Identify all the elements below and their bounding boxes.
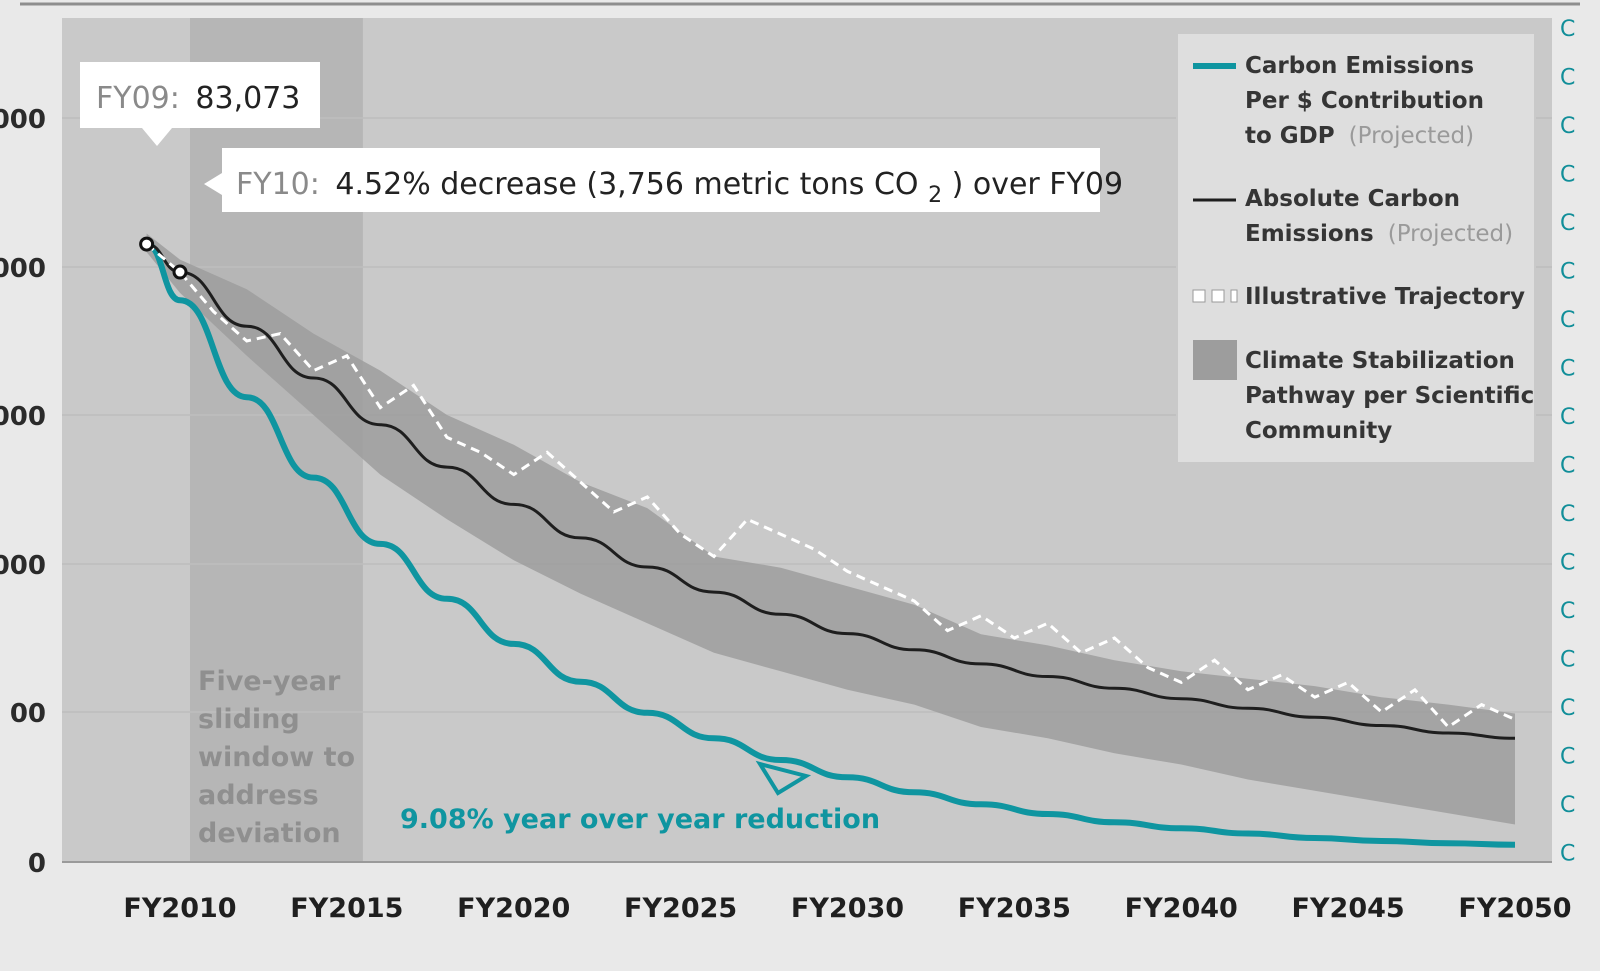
legend: Carbon Emissions Per $ Contribution to G… xyxy=(1176,32,1536,464)
legend-label-line: Illustrative Trajectory xyxy=(1245,284,1525,310)
right-tick-label: C xyxy=(1560,260,1575,285)
fy10-callout-value-end: ) over FY09 xyxy=(952,167,1123,202)
series-line-gdp-intensity xyxy=(145,241,1516,848)
stabilization-band xyxy=(146,233,1516,825)
legend-item-gdp-intensity: Carbon Emissions Per $ Contribution to G… xyxy=(1193,53,1484,149)
svg-text:Emissions (Projected: Emissions (Projected) xyxy=(1245,221,1513,247)
sliding-window-label: Five-year sliding window to address deviatio… xyxy=(198,666,355,849)
series-line-illustrative xyxy=(145,242,1516,729)
sliding-window-label-line: address xyxy=(198,780,319,811)
y-tick-label: 0 xyxy=(28,849,46,879)
legend-label-line: Community xyxy=(1245,418,1392,444)
right-tick-label: C xyxy=(1560,745,1575,770)
series-line-absolute xyxy=(146,242,1516,740)
right-tick-label: C xyxy=(1560,357,1575,382)
legend-label-line: Climate Stabilization xyxy=(1245,348,1515,374)
fy09-callout-label: FY09: xyxy=(96,81,180,116)
legend-label-suffix: (Projected) xyxy=(1349,123,1474,149)
legend-label-line: Pathway per Scientific xyxy=(1245,383,1534,409)
right-tick-label: C xyxy=(1560,842,1575,867)
right-tick-label: C xyxy=(1560,163,1575,188)
fy10-callout: FY10: 4.52% decrease (3,756 metric tons … xyxy=(204,148,1123,212)
right-tick-label: C xyxy=(1560,211,1575,236)
right-tick-label: C xyxy=(1560,648,1575,673)
right-tick-label: C xyxy=(1560,17,1575,42)
x-tick-label: FY2035 xyxy=(958,893,1071,924)
fy10-callout-subscript: 2 xyxy=(928,183,942,208)
sliding-window-label-line: deviation xyxy=(198,818,341,849)
x-tick-label: FY2020 xyxy=(457,893,570,924)
y-tick-label: 000 xyxy=(0,402,46,432)
right-tick-label: C xyxy=(1560,66,1575,91)
fy10-callout-value: 4.52% decrease (3,756 metric tons CO xyxy=(335,167,918,202)
right-tick-label: C xyxy=(1560,793,1575,818)
legend-label-line: Absolute Carbon xyxy=(1245,186,1460,212)
svg-text:FY10: 4.52% decrease (: FY10: 4.52% decrease (3,756 metric tons … xyxy=(236,167,1123,210)
right-tick-label: C xyxy=(1560,599,1575,624)
x-tick-label: FY2030 xyxy=(791,893,904,924)
legend-swatch-gray-box xyxy=(1193,340,1237,380)
right-tick-label: C xyxy=(1560,308,1575,333)
y-tick-label: 000 xyxy=(0,551,46,581)
x-axis-ticks: FY2010 FY2015 FY2020 FY2025 FY2030 FY2035 FY20… xyxy=(123,893,1571,924)
sliding-window-label-line: sliding xyxy=(198,704,300,735)
legend-swatch-dashed-line xyxy=(1192,289,1238,303)
right-tick-label: C xyxy=(1560,551,1575,576)
sliding-window-label-line: Five-year xyxy=(198,666,341,697)
x-tick-label: FY2025 xyxy=(624,893,737,924)
fy09-callout: FY09: 83,073 xyxy=(80,62,320,146)
legend-item-illustrative: Illustrative Trajectory xyxy=(1192,284,1525,310)
x-tick-label: FY2040 xyxy=(1125,893,1238,924)
x-tick-label: FY2045 xyxy=(1292,893,1405,924)
reduction-arrow-icon xyxy=(755,760,812,796)
legend-item-absolute: Absolute Carbon Emissions (Projected) xyxy=(1193,186,1513,247)
right-tick-label: C xyxy=(1560,405,1575,430)
fy10-callout-label: FY10: xyxy=(236,167,320,202)
legend-label-line: Carbon Emissions xyxy=(1245,53,1474,79)
data-point-marker xyxy=(139,236,155,252)
fy09-callout-value: 83,073 xyxy=(195,81,300,116)
y-tick-label: 00 xyxy=(10,699,46,729)
legend-label-suffix: (Projected) xyxy=(1388,221,1513,247)
legend-label-line: to GDP xyxy=(1245,123,1335,149)
svg-text:to GDP (Projected): to GDP (Projected) xyxy=(1245,123,1474,149)
sliding-window-label-line: window to xyxy=(198,742,355,773)
y-tick-label: 000 xyxy=(0,254,46,284)
legend-item-stabilization: Climate Stabilization Pathway per Scient… xyxy=(1193,340,1534,444)
right-tick-label: C xyxy=(1560,696,1575,721)
sliding-window-shade xyxy=(190,18,363,862)
x-tick-label: FY2010 xyxy=(123,893,236,924)
y-tick-label: 000 xyxy=(0,105,46,135)
x-tick-label: FY2015 xyxy=(290,893,403,924)
svg-text:FY09: 83,073: FY09: 83,073 xyxy=(96,81,300,116)
reduction-annotation: 9.08% year over year reduction xyxy=(400,804,880,835)
right-tick-label: C xyxy=(1560,502,1575,527)
x-tick-label: FY2050 xyxy=(1458,893,1571,924)
right-tick-label: C xyxy=(1560,454,1575,479)
data-point-marker xyxy=(172,264,188,280)
legend-label-line: Per $ Contribution xyxy=(1245,88,1484,114)
point-markers xyxy=(139,236,188,280)
legend-label-line: Emissions xyxy=(1245,221,1374,247)
right-tick-label: C xyxy=(1560,114,1575,139)
